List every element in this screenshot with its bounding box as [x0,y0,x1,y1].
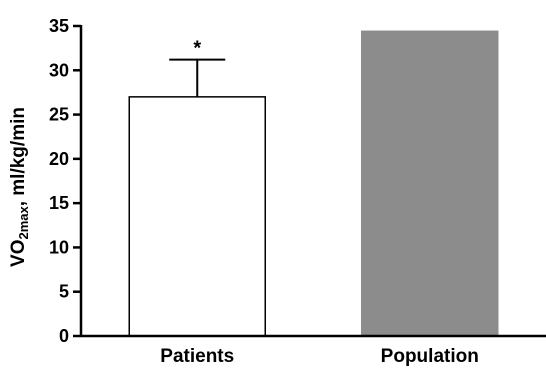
bars [128,30,499,337]
annotations: * [193,38,201,60]
y-tick-label: 25 [49,105,69,125]
bar-patients [128,96,266,337]
axes [79,25,546,338]
significance-marker: * [193,38,201,60]
x-axis-category-labels: Patients Population [160,346,479,367]
y-tick-label: 5 [59,282,69,302]
y-tick-label: 20 [49,149,69,169]
y-axis-label-suffix: , ml/kg/min [8,107,29,206]
y-tick-label: 15 [49,193,69,213]
y-axis-label-subscript: 2max [16,206,31,240]
bar-population [361,30,499,337]
x-category-label: Population [381,346,479,367]
y-tick-label: 30 [49,60,69,80]
y-tick-label: 35 [49,16,69,36]
error-bars [169,58,226,97]
y-tick-label: 10 [49,237,69,257]
y-axis-ticks: 0 5 10 15 20 25 30 35 [49,16,81,346]
y-tick-label: 0 [59,326,69,346]
x-category-label: Patients [160,346,234,367]
y-axis-label: VO2max, ml/kg/min [8,107,31,267]
y-axis-label-prefix: VO [8,240,29,267]
